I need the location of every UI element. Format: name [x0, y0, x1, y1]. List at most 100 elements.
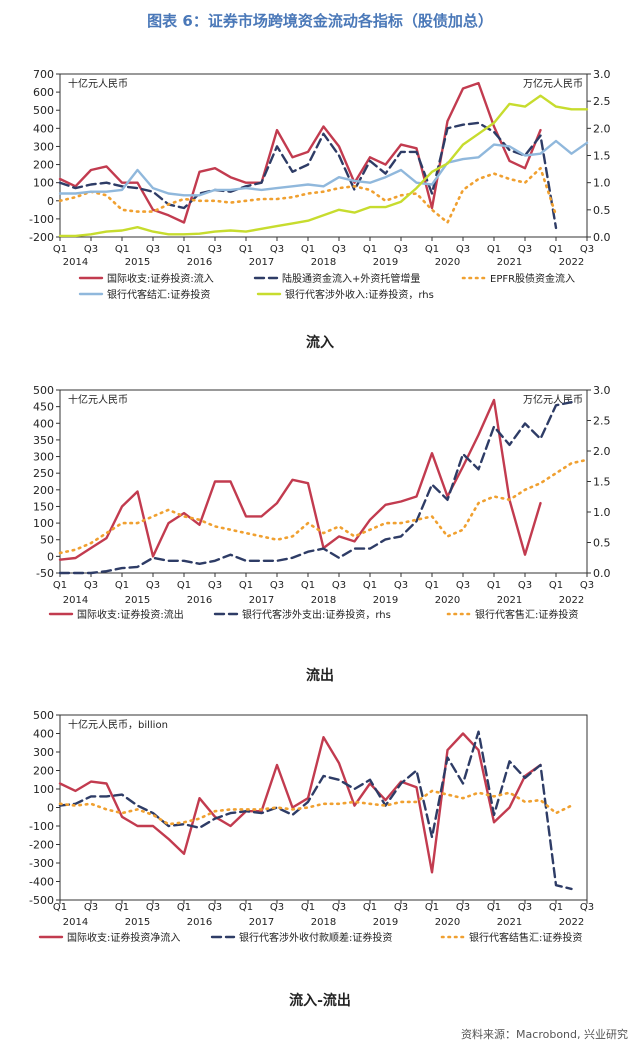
x-tick-label: Q1 — [425, 902, 439, 913]
y-tick-label-left: -500 — [29, 894, 54, 907]
x-tick-label: Q1 — [115, 580, 129, 591]
y-tick-label-left: 350 — [33, 434, 54, 447]
x-tick-label: Q1 — [177, 244, 191, 255]
year-label: 2014 — [63, 595, 88, 606]
year-label: 2016 — [187, 595, 212, 606]
figure-title: 图表 6：证券市场跨境资金流动各指标（股债加总） — [147, 12, 493, 30]
year-label: 2017 — [249, 257, 274, 268]
y-tick-label-left: 150 — [33, 500, 54, 513]
unit-label-right: 万亿元人民币 — [523, 77, 583, 90]
x-tick-label: Q3 — [270, 244, 284, 255]
year-label: 2022 — [559, 595, 584, 606]
x-tick-label: Q1 — [177, 902, 191, 913]
x-tick-label: Q1 — [239, 244, 253, 255]
y-tick-label-left: -100 — [29, 820, 54, 833]
year-label: 2020 — [435, 595, 460, 606]
chart-outflow-label: 流出 — [306, 668, 334, 684]
year-label: 2018 — [311, 257, 336, 268]
legend-label: 陆股通资金流入+外资托管增量 — [282, 272, 420, 285]
x-tick-label: Q3 — [146, 580, 160, 591]
x-tick-label: Q1 — [487, 580, 501, 591]
year-label: 2015 — [125, 917, 150, 928]
y-tick-label-left: 500 — [33, 709, 54, 722]
legend-label: 银行代客涉外支出:证券投资，rhs — [242, 608, 391, 621]
x-tick-label: Q3 — [394, 580, 408, 591]
legend-label: EPFR股债资金流入 — [490, 272, 575, 285]
y-tick-label-right: 3.0 — [593, 384, 611, 397]
x-tick-label: Q1 — [487, 244, 501, 255]
year-label: 2017 — [249, 595, 274, 606]
x-tick-label: Q3 — [84, 244, 98, 255]
year-label: 2021 — [497, 257, 522, 268]
x-tick-label: Q3 — [332, 244, 346, 255]
x-tick-label: Q3 — [456, 902, 470, 913]
series-line-1 — [58, 81, 542, 224]
x-tick-label: Q1 — [363, 580, 377, 591]
x-tick-label: Q3 — [518, 902, 532, 913]
series-line-1 — [58, 398, 542, 561]
y-tick-label-left: 600 — [33, 86, 54, 99]
y-tick-label-right: 2.0 — [593, 445, 611, 458]
y-tick-label-right: 0.5 — [593, 537, 611, 550]
x-tick-label: Q3 — [580, 580, 594, 591]
year-label: 2019 — [373, 917, 398, 928]
y-tick-label-left: 0 — [47, 802, 54, 815]
y-tick-label-left: -200 — [29, 839, 54, 852]
unit-label-left: 十亿元人民币 — [68, 77, 128, 90]
y-tick-label-left: 300 — [33, 140, 54, 153]
y-tick-label-left: 100 — [33, 177, 54, 190]
year-label: 2018 — [311, 595, 336, 606]
x-tick-label: Q1 — [239, 902, 253, 913]
legend-label: 银行代客结汇:证券投资 — [107, 288, 210, 301]
x-tick-label: Q1 — [363, 902, 377, 913]
x-tick-label: Q1 — [53, 244, 67, 255]
x-tick-label: Q3 — [332, 902, 346, 913]
y-tick-label-right: 0.0 — [593, 231, 611, 244]
x-tick-label: Q3 — [394, 244, 408, 255]
x-tick-label: Q1 — [301, 580, 315, 591]
x-tick-label: Q3 — [518, 244, 532, 255]
y-tick-label-left: -300 — [29, 857, 54, 870]
x-tick-label: Q1 — [363, 244, 377, 255]
year-label: 2015 — [125, 257, 150, 268]
x-tick-label: Q1 — [301, 244, 315, 255]
year-label: 2021 — [497, 595, 522, 606]
y-tick-label-left: 300 — [33, 451, 54, 464]
unit-label-left: 十亿元人民币，billion — [68, 718, 168, 731]
y-tick-label-right: 2.5 — [593, 415, 611, 428]
legend-label: 银行代客涉外收付款顺差:证券投资 — [239, 931, 392, 944]
legend-label: 国际收支:证券投资:流出 — [77, 608, 184, 621]
series-line-3 — [58, 789, 573, 826]
y-tick-label-right: 2.0 — [593, 122, 611, 135]
y-tick-label-right: 2.5 — [593, 95, 611, 108]
series-line-1 — [58, 732, 542, 874]
x-tick-label: Q3 — [270, 580, 284, 591]
y-tick-label-left: 0 — [47, 550, 54, 563]
chart-net-flow-label: 流入-流出 — [289, 993, 351, 1009]
source-note: 资料来源：Macrobond, 兴业研究 — [461, 1028, 628, 1041]
y-tick-label-right: 1.0 — [593, 177, 611, 190]
y-tick-label-right: 1.0 — [593, 506, 611, 519]
y-tick-label-right: 1.5 — [593, 476, 611, 489]
x-tick-label: Q3 — [580, 244, 594, 255]
x-tick-label: Q3 — [208, 580, 222, 591]
y-tick-label-left: 700 — [33, 68, 54, 81]
y-tick-label-left: 200 — [33, 159, 54, 172]
series-line-2 — [58, 730, 573, 891]
year-label: 2015 — [125, 595, 150, 606]
y-tick-label-left: 400 — [33, 417, 54, 430]
x-tick-label: Q1 — [425, 244, 439, 255]
x-tick-label: Q1 — [487, 902, 501, 913]
year-label: 2014 — [63, 257, 88, 268]
series-line-2 — [58, 121, 558, 230]
y-tick-label-left: 400 — [33, 728, 54, 741]
y-tick-label-left: 500 — [33, 104, 54, 117]
x-tick-label: Q1 — [53, 902, 67, 913]
year-label: 2020 — [435, 917, 460, 928]
y-tick-label-left: 100 — [33, 517, 54, 530]
x-tick-label: Q1 — [301, 902, 315, 913]
y-tick-label-left: -100 — [29, 213, 54, 226]
year-label: 2020 — [435, 257, 460, 268]
x-tick-label: Q3 — [394, 902, 408, 913]
year-label: 2018 — [311, 917, 336, 928]
